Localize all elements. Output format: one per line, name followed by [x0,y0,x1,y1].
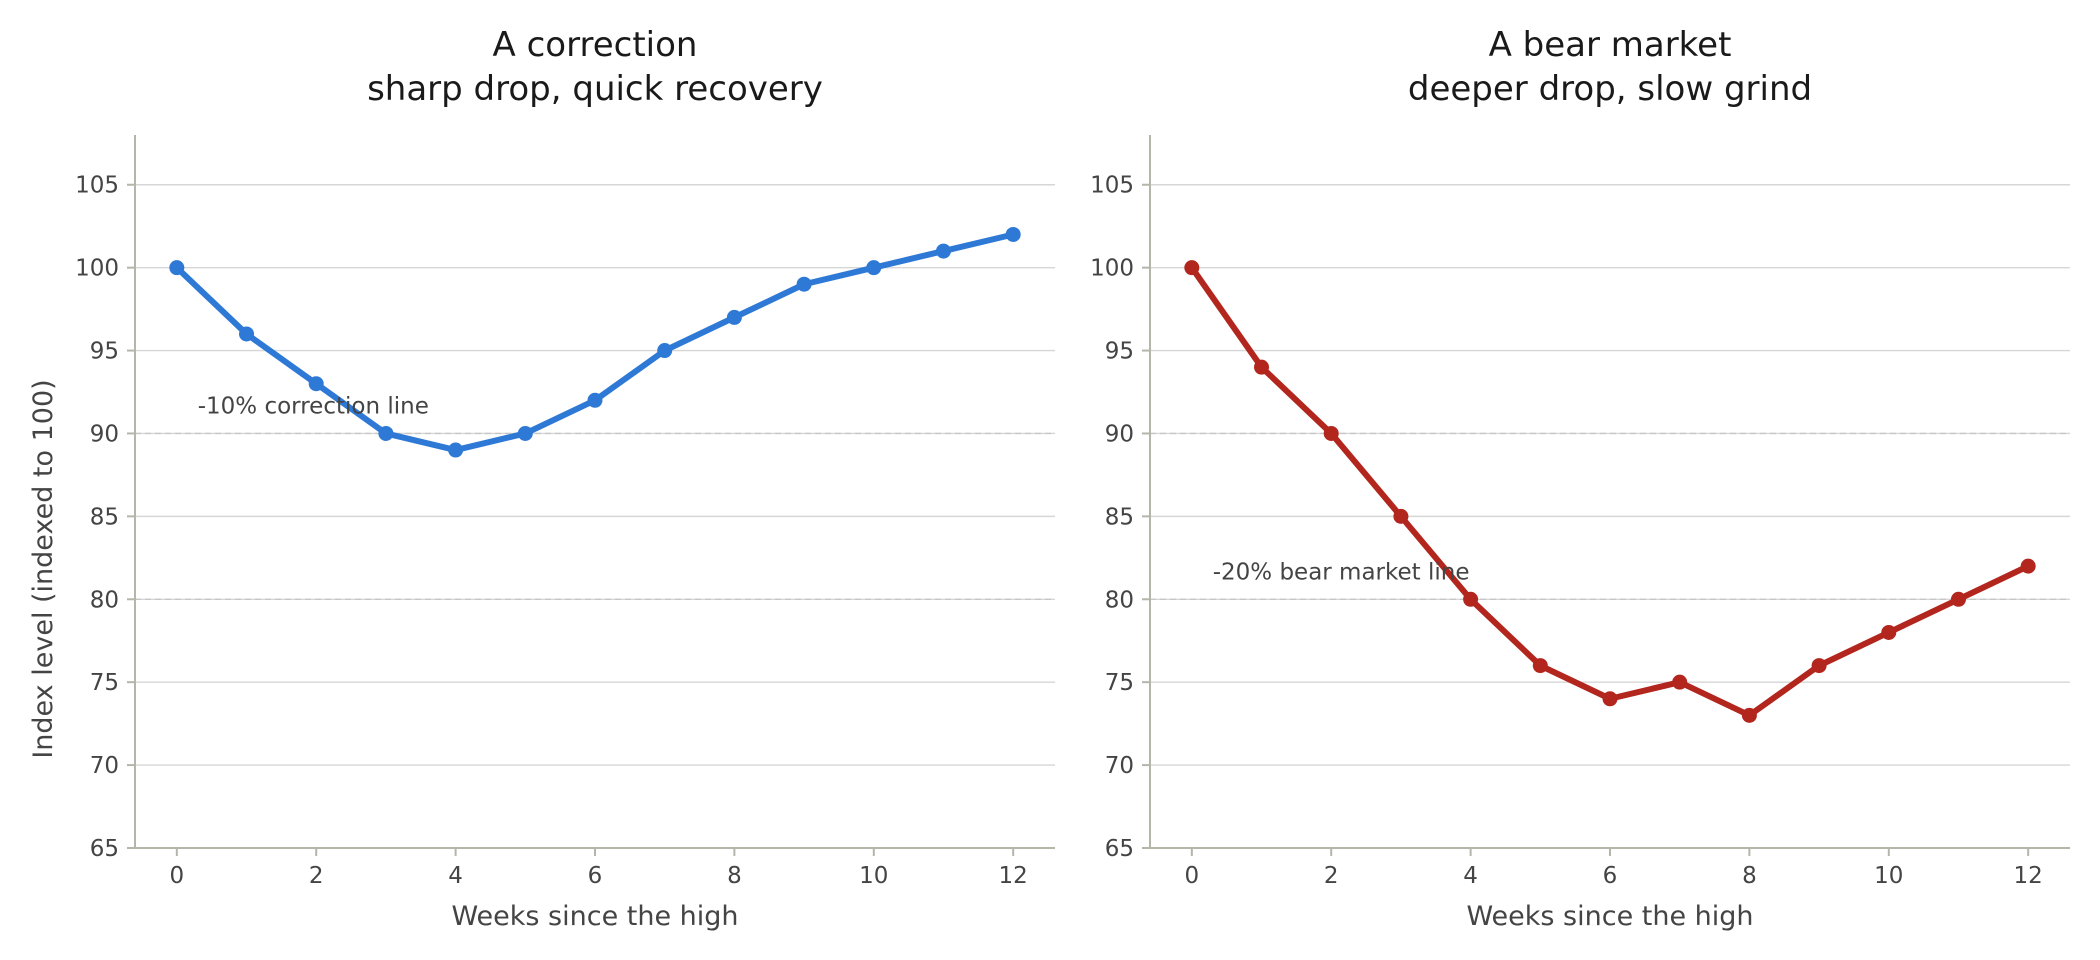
y-tick-label: 105 [1090,173,1134,199]
correction-data-point [448,442,464,458]
bear-market-panel: A bear market deeper drop, slow grind We… [1090,25,2070,932]
bear-market-ticks: 65 70 75 80 85 90 95 100 105 0 2 4 6 8 10 12 [1090,173,2043,889]
bear-market-title-line1: A bear market [1489,25,1732,65]
bear-market-data-point [1463,591,1479,607]
y-tick-label: 75 [1105,670,1134,696]
bear-market-data-point [1532,658,1548,674]
y-tick-label: 105 [75,173,119,199]
y-tick-label: 90 [90,421,119,447]
y-tick-label: 80 [90,587,119,613]
y-tick-label: 70 [1105,753,1134,779]
x-tick-label: 4 [448,863,463,889]
bear-market-data-point [1602,691,1618,707]
correction-data-point [935,243,951,259]
bear-market-data-point [1672,674,1688,690]
bear-market-x-axis-label: Weeks since the high [1466,901,1753,932]
y-tick-label: 75 [90,670,119,696]
correction-title-line2: sharp drop, quick recovery [367,69,823,109]
correction-ticks: 65 70 75 80 85 90 95 100 105 0 2 4 6 8 10 12 [75,173,1028,889]
correction-x-axis-label: Weeks since the high [451,901,738,932]
y-tick-label: 65 [1105,836,1134,862]
correction-data-point [239,326,255,342]
x-tick-label: 0 [1184,863,1199,889]
bear-market-line-annotation: -20% bear market line [1213,559,1470,585]
correction-reference-lines [135,432,1055,600]
x-tick-label: 2 [1324,863,1339,889]
x-tick-label: 8 [1742,863,1757,889]
correction-data-point [657,343,673,359]
y-tick-label: 95 [1105,339,1134,365]
correction-data-point [587,392,603,408]
x-tick-label: 2 [309,863,324,889]
y-tick-label: 85 [1105,504,1134,530]
correction-data-point [1005,226,1021,242]
correction-line-annotation: -10% correction line [198,394,429,420]
x-tick-label: 0 [169,863,184,889]
y-tick-label: 90 [1105,421,1134,447]
bear-market-data-point [1254,359,1270,375]
bear-market-data-point [1811,658,1827,674]
x-tick-label: 12 [999,863,1028,889]
bear-market-data-point [1950,591,1966,607]
bear-market-series [1184,260,2036,723]
x-tick-label: 8 [727,863,742,889]
bear-market-title-line2: deeper drop, slow grind [1408,69,1812,109]
y-tick-label: 95 [90,339,119,365]
correction-data-point [866,260,882,276]
correction-title-line1: A correction [493,25,698,65]
correction-data-point [169,260,185,276]
bear-market-data-point [1184,260,1200,276]
x-tick-label: 4 [1463,863,1478,889]
y-tick-label: 100 [1090,256,1134,282]
bear-market-data-point [1741,707,1757,723]
bear-market-data-point [1323,425,1339,441]
x-tick-label: 10 [1874,863,1903,889]
x-tick-label: 6 [1603,863,1618,889]
correction-data-point [308,376,324,392]
y-tick-label: 85 [90,504,119,530]
bear-market-data-point [2020,558,2036,574]
x-tick-label: 10 [859,863,888,889]
y-tick-label: 80 [1105,587,1134,613]
x-tick-label: 12 [2014,863,2043,889]
correction-data-point [796,276,812,292]
correction-data-point [378,425,394,441]
x-tick-label: 6 [588,863,603,889]
y-tick-label: 70 [90,753,119,779]
y-tick-label: 100 [75,256,119,282]
y-tick-label: 65 [90,836,119,862]
bear-market-data-point [1393,508,1409,524]
correction-data-point [517,425,533,441]
bear-market-data-point [1881,624,1897,640]
correction-data-point [726,309,742,325]
correction-panel: A correction sharp drop, quick recovery … [28,25,1055,932]
correction-y-axis-label: Index level (indexed to 100) [28,379,59,758]
correction-series [169,226,1021,458]
bear-market-reference-lines [1150,432,2070,600]
